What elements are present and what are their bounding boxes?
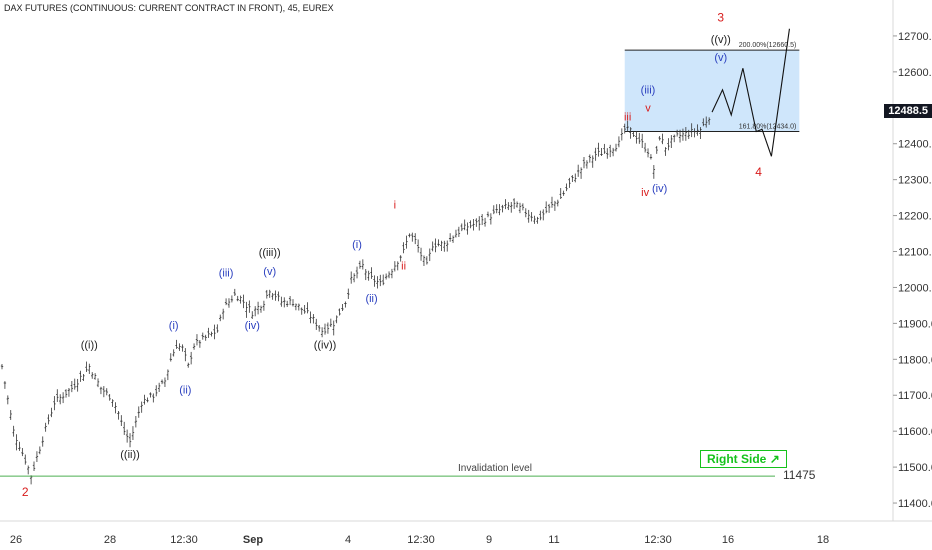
time-tick-label: 11 [548,534,559,546]
target-zone-low-label: 161.80%(12434.0) [739,124,797,131]
time-tick-label: 12:30 [407,534,435,546]
time-tick-label: 12:30 [170,534,198,546]
invalidation-label: Invalidation level [458,463,532,474]
price-tick-label: 12600.0 [898,67,932,79]
price-tick-label: 11400.0 [898,498,932,510]
time-tick-label: 18 [817,534,829,546]
wave-label: ((ii)) [120,449,140,461]
wave-labels: 2 ((i)) ((ii)) (i) (ii) (iii) (iv) (v) ((iii)) ((… [22,11,762,499]
wave-label: (v) [263,266,276,278]
arrow-up-right-icon: ↗ [769,452,780,467]
ohlc-bars [0,116,711,485]
wave-label: 3 [717,11,724,25]
price-tick-label: 12200.0 [898,211,932,223]
wave-label: ((i)) [81,340,98,352]
time-tick-label: 4 [345,534,351,546]
wave-label: 2 [22,485,29,499]
wave-label: iv [641,187,649,199]
wave-label: (iii) [641,84,656,96]
time-tick-label: Sep [243,534,263,546]
wave-label: v [645,102,651,114]
projection-path [711,28,790,157]
right-side-text: Right Side [707,452,767,467]
time-tick-label: 26 [10,534,22,546]
price-axis[interactable]: 11400.0 11500.0 11600.0 11700.0 11800.0 11900… [892,0,932,521]
right-side-badge: Right Side ↗ [700,450,787,469]
price-tick-label: 11500.0 [898,462,932,474]
wave-label: (i) [352,239,362,251]
time-tick-label: 28 [104,534,116,546]
wave-label: ii [401,260,406,272]
target-zone-layer: 200.00%(12660.5) 161.80%(12434.0) [624,42,800,133]
projection-line [711,28,790,157]
wave-label: ((v)) [711,34,731,46]
time-tick-label: 9 [486,534,492,546]
last-price-label: 12488.5 [884,103,932,118]
wave-label: ((iii)) [259,247,281,259]
price-tick-label: 12000.0 [898,282,932,294]
wave-label: iii [624,111,631,123]
wave-label: (iv) [652,183,667,195]
wave-label: (iv) [245,320,260,332]
price-tick-label: 11800.0 [898,354,932,366]
price-tick-label: 11700.0 [898,390,932,402]
time-axis[interactable]: 26 28 12:30 Sep 4 12:30 9 11 12:30 16 18 [0,520,932,546]
target-zone-high-label: 200.00%(12660.5) [739,42,797,49]
wave-label: ((iv)) [314,340,337,352]
chart-title: DAX FUTURES (CONTINUOUS: CURRENT CONTRAC… [4,3,334,13]
price-tick-label: 12300.0 [898,175,932,187]
price-tick-label: 12700.0 [898,31,932,43]
wave-label: 4 [755,165,762,179]
invalidation-value-label: 11475 [783,468,816,483]
price-tick-label: 11900.0 [898,318,932,330]
wave-label: i [394,199,396,211]
price-tick-label: 12400.0 [898,139,932,151]
wave-label: (ii) [365,293,377,305]
wave-label: (ii) [179,384,191,396]
wave-label: (iii) [219,268,234,280]
time-tick-label: 16 [722,534,734,546]
wave-label: (i) [169,320,179,332]
price-tick-label: 12100.0 [898,247,932,259]
time-tick-label: 12:30 [644,534,672,546]
wave-label: (v) [714,52,727,64]
price-tick-label: 11600.0 [898,426,932,438]
target-zone-rect [624,50,800,132]
invalidation-layer: Invalidation level [0,463,775,477]
